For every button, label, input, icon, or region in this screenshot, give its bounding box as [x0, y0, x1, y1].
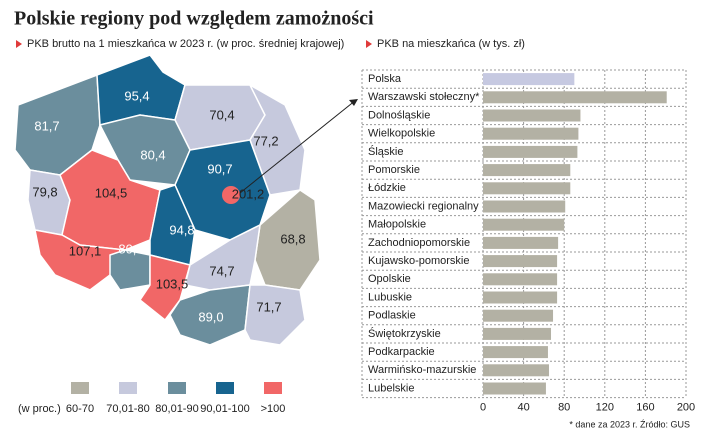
- bar: [483, 382, 546, 395]
- category-label: Dolnośląskie: [368, 109, 430, 121]
- category-label: Mazowiecki regionalny: [368, 200, 479, 212]
- category-label: Warmińsko-mazurskie: [368, 364, 476, 376]
- category-label: Lubelskie: [368, 382, 414, 394]
- legend-swatch: [264, 382, 282, 394]
- legend-swatch: [216, 382, 234, 394]
- x-tick-label: 0: [480, 402, 486, 414]
- category-label: Wielkopolskie: [368, 128, 435, 140]
- bar-chart: 0 40 80 120 160 200 Polska Warszawski stołeczny…: [361, 69, 695, 429]
- category-label: Zachodniopomorskie: [368, 237, 470, 249]
- x-tick-label: 80: [558, 402, 570, 414]
- note: * dane za 2023 r. Źródło: GUS: [569, 419, 690, 429]
- category-label: Łódzkie: [368, 182, 406, 194]
- category-label: Kujawsko-pomorskie: [368, 255, 469, 267]
- x-tick-label: 40: [517, 402, 529, 414]
- region-label: 79,8: [32, 184, 57, 199]
- bar: [483, 91, 667, 104]
- legend-label: >100: [261, 403, 286, 415]
- bar: [483, 309, 554, 322]
- legend-label: 90,01-100: [200, 403, 250, 415]
- region-label: 77,2: [253, 133, 278, 148]
- category-label: Lubuskie: [368, 291, 412, 303]
- region: [169, 284, 251, 346]
- category-label: Polska: [368, 73, 402, 85]
- bar: [483, 291, 558, 304]
- bar: [483, 346, 548, 359]
- bar: [483, 73, 575, 86]
- bar-subtitle: PKB na mieszkańca (w tys. zł): [377, 38, 525, 50]
- legend-swatch: [119, 382, 137, 394]
- bar: [483, 218, 565, 231]
- region-label: 81,7: [34, 118, 59, 133]
- x-tick-label: 200: [677, 402, 695, 414]
- region-label: 104,5: [95, 185, 128, 200]
- region: [254, 189, 321, 291]
- bar: [483, 200, 566, 213]
- marker: [366, 40, 372, 48]
- pointer: [239, 99, 357, 194]
- region-label: 80,4: [140, 147, 165, 162]
- bar: [483, 255, 558, 268]
- bar: [483, 364, 549, 377]
- category-label: Pomorskie: [368, 164, 420, 176]
- bar: [483, 327, 552, 340]
- region-label: 89,0: [198, 309, 223, 324]
- region-label: 103,5: [156, 276, 189, 291]
- legend-swatch: [168, 382, 186, 394]
- region: [248, 83, 306, 196]
- bar: [483, 273, 558, 286]
- category-label: Warszawski stołeczny*: [368, 91, 480, 103]
- legend-label: 70,01-80: [106, 403, 149, 415]
- x-tick-label: 120: [596, 402, 614, 414]
- map-subtitle: PKB brutto na 1 mieszkańca w 2023 r. (w …: [27, 38, 344, 50]
- region-label: 94,8: [169, 222, 194, 237]
- region-label: 201,2: [232, 186, 265, 201]
- bar: [483, 164, 571, 177]
- bar: [483, 236, 559, 249]
- region-label: 68,8: [280, 231, 305, 246]
- region-label: 90,7: [207, 161, 232, 176]
- region: [184, 223, 261, 291]
- bar: [483, 109, 581, 122]
- legend-title: (w proc.): [18, 403, 61, 415]
- region-label: 74,7: [209, 263, 234, 278]
- region: [244, 284, 306, 346]
- bar: [483, 127, 579, 140]
- title: Polskie regiony pod względem zamożności: [14, 8, 374, 30]
- legend-label: 80,01-90: [155, 403, 198, 415]
- legend-swatch: [71, 382, 89, 394]
- legend-label: 60-70: [66, 403, 94, 415]
- category-label: Podkarpackie: [368, 346, 435, 358]
- region-label: 71,7: [256, 299, 281, 314]
- bar: [483, 182, 571, 195]
- region-label: 80,4: [118, 241, 143, 256]
- category-label: Opolskie: [368, 273, 411, 285]
- category-label: Podlaskie: [368, 310, 416, 322]
- category-label: Świętokrzyskie: [368, 327, 441, 340]
- category-label: Małopolskie: [368, 219, 426, 231]
- region-label: 95,4: [124, 88, 149, 103]
- bar: [483, 145, 578, 158]
- pointer-head: [349, 99, 358, 106]
- region-label: 107,1: [69, 243, 102, 258]
- marker: [16, 40, 22, 48]
- region: [222, 186, 240, 204]
- x-tick-label: 160: [636, 402, 654, 414]
- region-label: 70,4: [209, 107, 234, 122]
- category-label: Śląskie: [368, 145, 403, 158]
